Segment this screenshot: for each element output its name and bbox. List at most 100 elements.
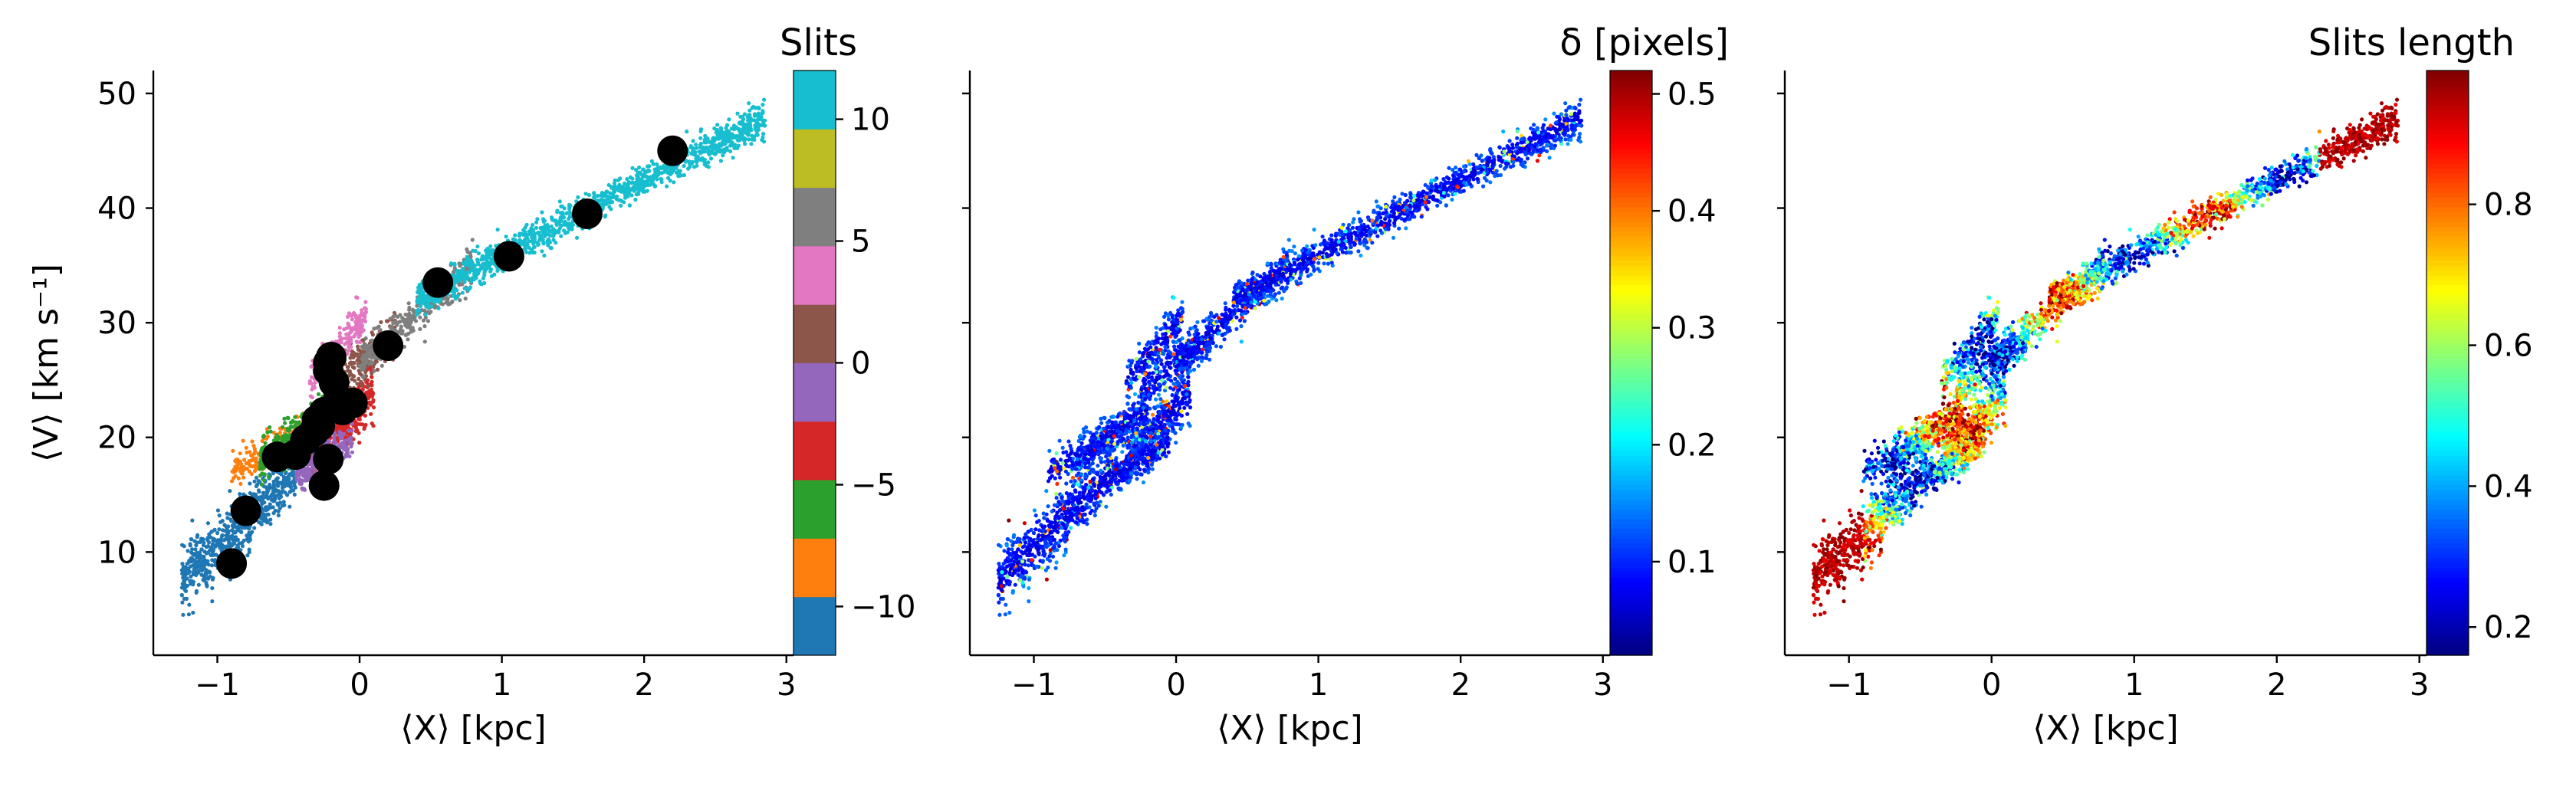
scatter-point [453, 281, 457, 285]
scatter-point [347, 454, 351, 458]
series-marker [422, 267, 453, 298]
scatter-point [532, 245, 536, 249]
scatter-point [225, 529, 228, 533]
scatter-point [217, 527, 221, 531]
scatter-point [238, 492, 242, 496]
scatter-point [753, 112, 757, 116]
scatter-point [524, 233, 528, 237]
scatter-point [246, 539, 250, 543]
scatter-point [212, 543, 216, 547]
scatter-point [678, 169, 682, 173]
scatter-point [361, 367, 365, 371]
scatter-point [496, 228, 500, 231]
scatter-point [327, 439, 331, 443]
scatter-point [997, 562, 1001, 566]
scatter-point [1049, 467, 1053, 471]
scatter-point [355, 296, 359, 300]
scatter-point [1057, 500, 1061, 503]
scatter-point [558, 199, 562, 203]
scatter-point [464, 261, 468, 265]
scatter-point [191, 611, 195, 615]
scatter-point [489, 251, 493, 254]
scatter-point [229, 519, 233, 523]
scatter-point [1046, 504, 1050, 508]
scatter-point [398, 320, 402, 323]
scatter-point [338, 334, 342, 338]
scatter-point [1107, 474, 1111, 477]
scatter-point [732, 123, 736, 127]
scatter-point [1069, 526, 1073, 530]
scatter-point [1095, 500, 1099, 504]
colorbar-segment [794, 129, 836, 188]
scatter-point [738, 128, 742, 132]
scatter-point [219, 520, 222, 524]
scatter-point [373, 355, 376, 359]
scatter-point [371, 333, 375, 336]
scatter-point [1057, 544, 1061, 548]
scatter-point [692, 139, 695, 143]
scatter-point [625, 177, 629, 181]
scatter-point [685, 130, 688, 133]
scatter-point [407, 301, 411, 305]
scatter-point [250, 439, 254, 443]
scatter-point [626, 191, 629, 195]
scatter-point [206, 576, 210, 579]
scatter-point [1097, 486, 1101, 490]
scatter-point [542, 254, 546, 257]
scatter-point [1073, 479, 1077, 483]
scatter-point [485, 260, 489, 264]
scatter-point [1026, 553, 1030, 557]
scatter-point [537, 231, 540, 235]
scatter-point [356, 330, 360, 333]
scatter-point [715, 123, 719, 126]
colorbar-segment [794, 421, 836, 480]
scatter-point [195, 591, 199, 595]
scatter-point [389, 326, 393, 330]
scatter-point [1092, 482, 1096, 486]
scatter-point [745, 132, 749, 136]
scatter-point [1012, 533, 1016, 537]
scatter-point [406, 337, 409, 341]
scatter-point [358, 372, 362, 376]
scatter-point [563, 206, 567, 210]
scatter-point [189, 543, 192, 547]
scatter-point [1048, 476, 1052, 480]
scatter-point [222, 545, 226, 549]
scatter-point [265, 491, 269, 495]
scatter-point [422, 319, 426, 323]
scatter-point [363, 343, 367, 346]
scatter-point [481, 263, 485, 267]
scatter-point [366, 352, 370, 356]
scatter-point [1053, 538, 1056, 542]
scatter-point [479, 257, 483, 261]
scatter-point [1012, 571, 1016, 575]
scatter-point [1002, 549, 1006, 553]
scatter-point [465, 248, 468, 251]
scatter-point [636, 186, 639, 190]
scatter-point [1068, 444, 1072, 448]
scatter-point [727, 117, 731, 121]
scatter-point [190, 582, 194, 585]
scatter-point [702, 149, 705, 153]
scatter-point [1008, 571, 1012, 575]
scatter-point [576, 195, 580, 199]
scatter-point [1094, 497, 1098, 500]
scatter-point [423, 298, 427, 302]
scatter-point [657, 170, 661, 174]
scatter-point [461, 291, 465, 295]
scatter-point [258, 474, 262, 477]
scatter-point [610, 200, 614, 204]
scatter-point [728, 149, 732, 153]
scatter-point [647, 176, 651, 180]
scatter-point [464, 297, 468, 300]
scatter-point [310, 395, 314, 399]
scatter-point [268, 522, 272, 526]
scatter-point [553, 230, 557, 234]
scatter-point [415, 313, 419, 317]
scatter-point [669, 169, 672, 173]
scatter-point [469, 279, 473, 283]
scatter-point [462, 277, 466, 280]
scatter-point [575, 236, 579, 240]
scatter-point [220, 534, 224, 538]
scatter-point [1005, 543, 1009, 547]
